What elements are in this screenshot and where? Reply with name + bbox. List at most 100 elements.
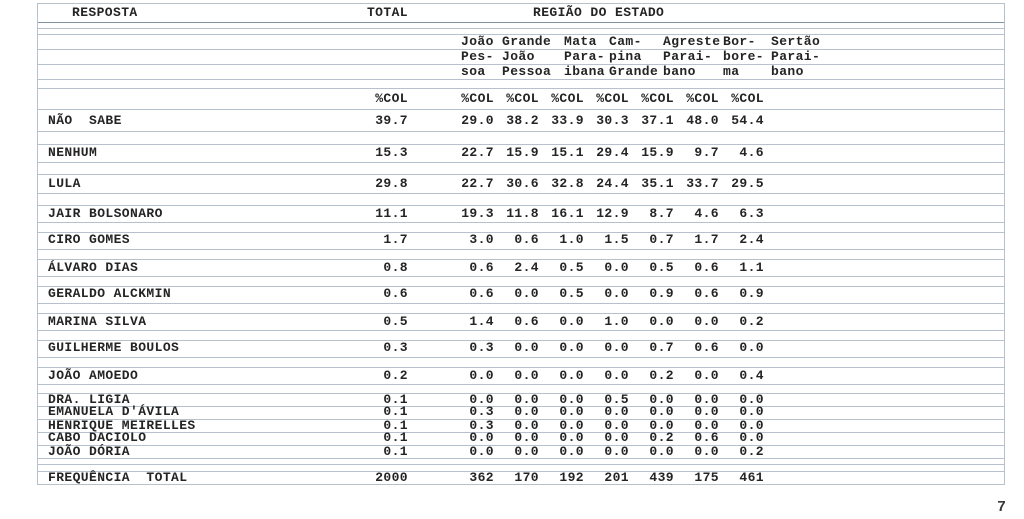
row-total-value: 0.8 bbox=[383, 260, 408, 275]
cell-value: 54.4 bbox=[731, 113, 764, 128]
cell-value: 0.0 bbox=[469, 444, 494, 459]
cell-value: 0.0 bbox=[559, 314, 584, 329]
region-header-line: Pes- bbox=[461, 49, 494, 64]
table-row: CABO DACIOLO 0.1 0.0 0.0 0.0 0.0 0.2 0.6 0.0 bbox=[38, 430, 1004, 446]
row-label: CIRO GOMES bbox=[48, 232, 131, 247]
table-grid-line bbox=[38, 174, 1004, 175]
row-total-value: 11.1 bbox=[375, 206, 408, 221]
table-grid-line bbox=[38, 303, 1004, 304]
cell-value: 0.0 bbox=[739, 404, 764, 419]
table-row: HENRIQUE MEIRELLES 0.1 0.3 0.0 0.0 0.0 0.0 0.0 0… bbox=[38, 418, 1004, 434]
region-header-line: Cam- bbox=[609, 34, 642, 49]
region-header-line: Parai- bbox=[771, 49, 821, 64]
row-total-value: 0.2 bbox=[383, 368, 408, 383]
cell-value: 0.0 bbox=[739, 340, 764, 355]
cell-value: 2.4 bbox=[739, 232, 764, 247]
cell-value: 0.0 bbox=[604, 418, 629, 433]
cell-value: 33.7 bbox=[686, 176, 719, 191]
row-total-value: 15.3 bbox=[375, 145, 408, 160]
cell-value: 0.3 bbox=[469, 404, 494, 419]
cell-value: 0.6 bbox=[469, 286, 494, 301]
cell-value: 9.7 bbox=[694, 145, 719, 160]
cell-value: 1.0 bbox=[559, 232, 584, 247]
region-header-line: ma bbox=[723, 64, 740, 79]
row-label: JOÃO AMOEDO bbox=[48, 368, 139, 383]
cell-value: 0.0 bbox=[469, 392, 494, 407]
cell-value: 1.7 bbox=[694, 232, 719, 247]
region-header-line: Mata bbox=[564, 34, 597, 49]
table-grid-line bbox=[38, 432, 1004, 433]
cell-value: 0.0 bbox=[514, 444, 539, 459]
cell-value: 175 bbox=[694, 470, 719, 485]
cell-value: 29.5 bbox=[731, 176, 764, 191]
cell-value: 0.4 bbox=[739, 368, 764, 383]
cell-value: 0.5 bbox=[559, 260, 584, 275]
table-grid-line bbox=[38, 330, 1004, 331]
row-total-value: 1.7 bbox=[383, 232, 408, 247]
cell-value: 0.3 bbox=[469, 418, 494, 433]
table-row: GUILHERME BOULOS 0.3 0.3 0.0 0.0 0.0 0.7 0.6 0.0 bbox=[38, 340, 1004, 356]
region-header-line: Grande bbox=[502, 34, 552, 49]
row-label: GERALDO ALCKMIN bbox=[48, 286, 172, 301]
row-total-value: 0.5 bbox=[383, 314, 408, 329]
cell-value: 0.6 bbox=[514, 232, 539, 247]
pct-col-header: %COL bbox=[551, 91, 584, 106]
cell-value: 48.0 bbox=[686, 113, 719, 128]
cell-value: 0.0 bbox=[514, 368, 539, 383]
region-header-line: João bbox=[502, 49, 535, 64]
row-label: LULA bbox=[48, 176, 81, 191]
table-grid-line bbox=[38, 222, 1004, 223]
table-row: JOÃO DÓRIA 0.1 0.0 0.0 0.0 0.0 0.0 0.0 0.2 bbox=[38, 444, 1004, 460]
row-label: EMANUELA D'ÁVILA bbox=[48, 404, 180, 419]
cell-value: 0.7 bbox=[649, 340, 674, 355]
cell-value: 0.0 bbox=[514, 392, 539, 407]
row-label: CABO DACIOLO bbox=[48, 430, 147, 445]
table-grid-line bbox=[38, 249, 1004, 250]
table-grid-line bbox=[38, 64, 1004, 65]
cell-value: 15.1 bbox=[551, 145, 584, 160]
cell-value: 0.0 bbox=[649, 392, 674, 407]
cell-value: 201 bbox=[604, 470, 629, 485]
cell-value: 8.7 bbox=[649, 206, 674, 221]
cell-value: 461 bbox=[739, 470, 764, 485]
cell-value: 22.7 bbox=[461, 145, 494, 160]
row-label: ÁLVARO DIAS bbox=[48, 260, 139, 275]
row-label: NÃO SABE bbox=[48, 113, 122, 128]
table-grid-line bbox=[38, 406, 1004, 407]
table-grid-line bbox=[38, 357, 1004, 358]
cell-value: 0.6 bbox=[469, 260, 494, 275]
table-row: DRA. LIGIA 0.1 0.0 0.0 0.0 0.5 0.0 0.0 0.0 bbox=[38, 392, 1004, 408]
cell-value: 1.1 bbox=[739, 260, 764, 275]
cell-value: 33.9 bbox=[551, 113, 584, 128]
cell-value: 0.0 bbox=[514, 286, 539, 301]
table-row-frequency-total: FREQUÊNCIA TOTAL 2000 362 170 192 201 439 175 46… bbox=[38, 470, 1004, 486]
cell-value: 0.9 bbox=[739, 286, 764, 301]
cell-value: 0.3 bbox=[469, 340, 494, 355]
table-grid-line bbox=[38, 205, 1004, 206]
cell-value: 0.0 bbox=[649, 314, 674, 329]
table-grid-line bbox=[38, 88, 1004, 89]
region-header-line: bore- bbox=[723, 49, 765, 64]
cell-value: 2.4 bbox=[514, 260, 539, 275]
cell-value: 30.3 bbox=[596, 113, 629, 128]
cell-value: 0.0 bbox=[559, 368, 584, 383]
cell-value: 0.0 bbox=[694, 392, 719, 407]
region-header-line: Para- bbox=[564, 49, 606, 64]
cell-value: 0.0 bbox=[604, 286, 629, 301]
cell-value: 170 bbox=[514, 470, 539, 485]
row-total-value: 0.3 bbox=[383, 340, 408, 355]
pct-col-header: %COL bbox=[731, 91, 764, 106]
cell-value: 0.0 bbox=[604, 368, 629, 383]
row-total-value: 29.8 bbox=[375, 176, 408, 191]
cell-value: 0.9 bbox=[649, 286, 674, 301]
row-label: GUILHERME BOULOS bbox=[48, 340, 180, 355]
cell-value: 0.0 bbox=[604, 260, 629, 275]
cell-value: 30.6 bbox=[506, 176, 539, 191]
cell-value: 1.0 bbox=[604, 314, 629, 329]
cell-value: 362 bbox=[469, 470, 494, 485]
cell-value: 32.8 bbox=[551, 176, 584, 191]
cell-value: 0.0 bbox=[694, 314, 719, 329]
cell-value: 15.9 bbox=[506, 145, 539, 160]
cell-value: 6.3 bbox=[739, 206, 764, 221]
